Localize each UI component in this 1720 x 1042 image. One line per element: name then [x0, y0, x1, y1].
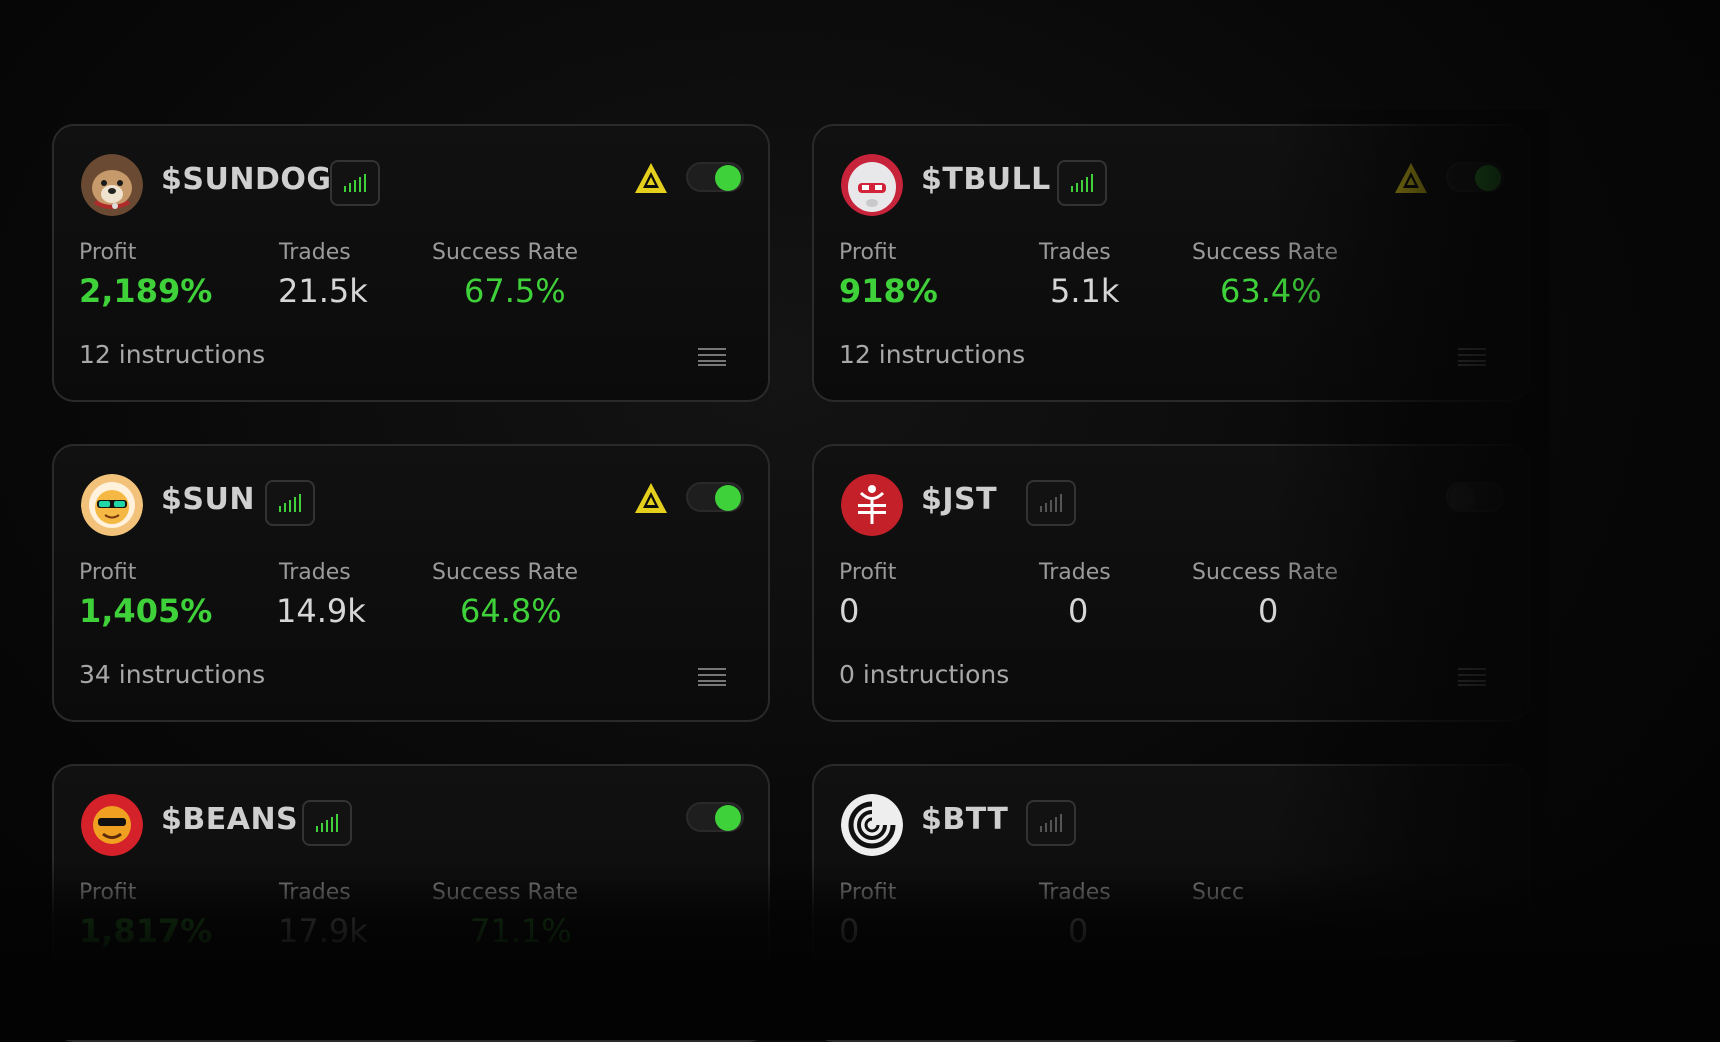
profit-value: 918% [839, 272, 938, 310]
token-card-btt[interactable]: $BTT Profit 0 Trades 0 Succ [812, 764, 1530, 1042]
profit-value: 1,817% [79, 912, 213, 950]
bar-chart-icon [1071, 174, 1093, 192]
sun-avatar-icon [81, 474, 143, 536]
bar-chart-icon [344, 174, 366, 192]
token-ticker: $SUNDOG [161, 162, 332, 197]
token-card-jst[interactable]: $JST Profit 0 Trades 0 Success Rate 0 0 … [812, 444, 1530, 722]
profit-label: Profit [79, 240, 137, 265]
menu-icon[interactable] [1458, 348, 1486, 366]
active-toggle[interactable] [686, 162, 744, 192]
trades-value: 5.1k [1050, 272, 1120, 310]
active-toggle[interactable] [686, 482, 744, 512]
jst-avatar-icon [841, 474, 903, 536]
bar-chart-icon [1040, 494, 1062, 512]
success-rate-value: 71.1% [470, 912, 572, 950]
trades-label: Trades [279, 240, 351, 265]
profit-value: 0 [839, 912, 860, 950]
chart-button[interactable] [265, 480, 315, 526]
trades-label: Trades [279, 880, 351, 905]
profit-value: 0 [839, 592, 860, 630]
warning-icon [1395, 163, 1427, 193]
profit-label: Profit [79, 560, 137, 585]
token-ticker: $BTT [921, 802, 1009, 837]
chart-button[interactable] [330, 160, 380, 206]
chart-button[interactable] [1026, 800, 1076, 846]
success-rate-value: 67.5% [464, 272, 566, 310]
instructions-count: 0 instructions [839, 660, 1010, 689]
chart-button[interactable] [1026, 480, 1076, 526]
btt-avatar-icon [841, 794, 903, 856]
warning-icon [635, 163, 667, 193]
active-toggle[interactable] [1446, 482, 1504, 512]
trades-value: 21.5k [278, 272, 368, 310]
beans-avatar-icon [81, 794, 143, 856]
instructions-count: 12 instructions [79, 340, 266, 369]
token-ticker: $TBULL [921, 162, 1051, 197]
success-rate-label: Success Rate [1192, 560, 1338, 585]
trades-value: 0 [1068, 592, 1089, 630]
bar-chart-icon [316, 814, 338, 832]
chart-button[interactable] [1057, 160, 1107, 206]
profit-value: 2,189% [79, 272, 213, 310]
trades-value: 0 [1068, 912, 1089, 950]
trades-value: 14.9k [276, 592, 366, 630]
instructions-count: 12 instructions [839, 340, 1026, 369]
profit-label: Profit [839, 560, 897, 585]
profit-label: Profit [839, 240, 897, 265]
bar-chart-icon [1040, 814, 1062, 832]
token-card-sun[interactable]: $SUN Profit 1,405% Trades 14.9k Success … [52, 444, 770, 722]
menu-icon[interactable] [698, 348, 726, 366]
menu-icon[interactable] [1458, 668, 1486, 686]
chart-button[interactable] [302, 800, 352, 846]
token-card-sundog[interactable]: $SUNDOG Profit 2,189% Trades 21.5k Succe… [52, 124, 770, 402]
success-rate-label: Success Rate [432, 240, 578, 265]
token-card-tbull[interactable]: $TBULL Profit 918% Trades 5.1k Success R… [812, 124, 1530, 402]
trades-value: 17.9k [278, 912, 368, 950]
success-rate-value: 0 [1258, 592, 1279, 630]
token-ticker: $JST [921, 482, 998, 517]
trades-label: Trades [1039, 240, 1111, 265]
success-rate-label: Success Rate [432, 560, 578, 585]
token-ticker: $BEANS [161, 802, 299, 837]
bull-avatar-icon [841, 154, 903, 216]
menu-icon[interactable] [698, 668, 726, 686]
success-rate-label: Success Rate [432, 880, 578, 905]
success-rate-label: Success Rate [1192, 240, 1338, 265]
profit-label: Profit [79, 880, 137, 905]
active-toggle[interactable] [1446, 162, 1504, 192]
active-toggle[interactable] [686, 802, 744, 832]
token-ticker: $SUN [161, 482, 255, 517]
instructions-count: 34 instructions [79, 660, 266, 689]
success-rate-label: Succ [1192, 880, 1245, 905]
trades-label: Trades [279, 560, 351, 585]
trades-label: Trades [1039, 880, 1111, 905]
bar-chart-icon [279, 494, 301, 512]
profit-label: Profit [839, 880, 897, 905]
trades-label: Trades [1039, 560, 1111, 585]
token-card-beans[interactable]: $BEANS Profit 1,817% Trades 17.9k Succes… [52, 764, 770, 1042]
warning-icon [635, 483, 667, 513]
dog-avatar-icon [81, 154, 143, 216]
success-rate-value: 63.4% [1220, 272, 1322, 310]
success-rate-value: 64.8% [460, 592, 562, 630]
profit-value: 1,405% [79, 592, 213, 630]
